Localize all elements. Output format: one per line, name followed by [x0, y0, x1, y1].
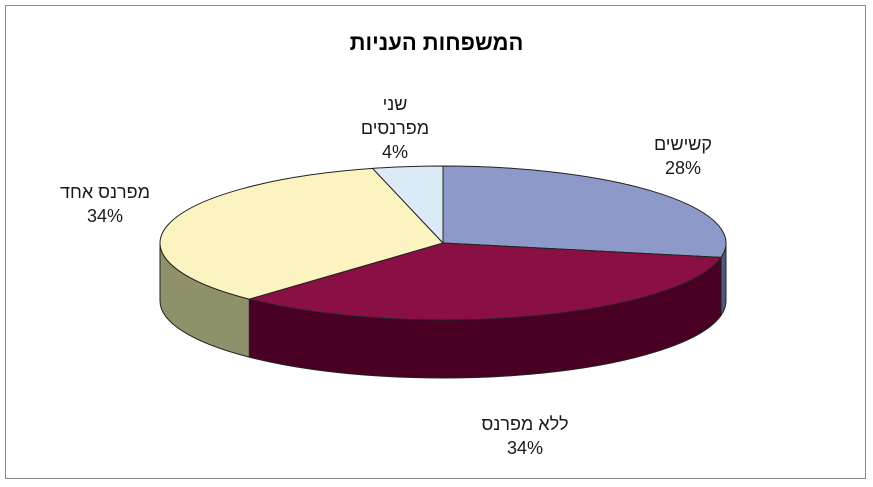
slice-label-no-earner-name: ללא מפרנס: [481, 414, 569, 434]
slice-label-two-earners: שני מפרנסים 4%: [340, 92, 450, 164]
slice-label-no-earner: ללא מפרנס 34%: [450, 412, 600, 460]
chart-title: המשפחות העניות: [349, 30, 524, 55]
slice-label-two-earners-value: 4%: [381, 142, 408, 162]
slice-label-one-earner-value: 34%: [86, 206, 124, 226]
slice-label-one-earner: מפרנס אחד 34%: [30, 180, 180, 228]
slice-no-earner: [247, 242, 722, 321]
slice-elderly: [442, 165, 727, 258]
slice-label-elderly: קשישים 28%: [628, 132, 738, 180]
slice-label-elderly-name: קשישים: [653, 134, 713, 154]
slice-label-one-earner-name: מפרנס אחד: [60, 182, 150, 202]
slice-two-earners: [371, 165, 444, 245]
slice-label-elderly-value: 28%: [664, 158, 702, 178]
slice-label-two-earners-line1: שני: [382, 94, 408, 114]
slice-label-two-earners-line2: מפרנסים: [360, 118, 430, 138]
slice-one-earner: [159, 167, 444, 300]
slice-label-no-earner-value: 34%: [506, 438, 544, 458]
